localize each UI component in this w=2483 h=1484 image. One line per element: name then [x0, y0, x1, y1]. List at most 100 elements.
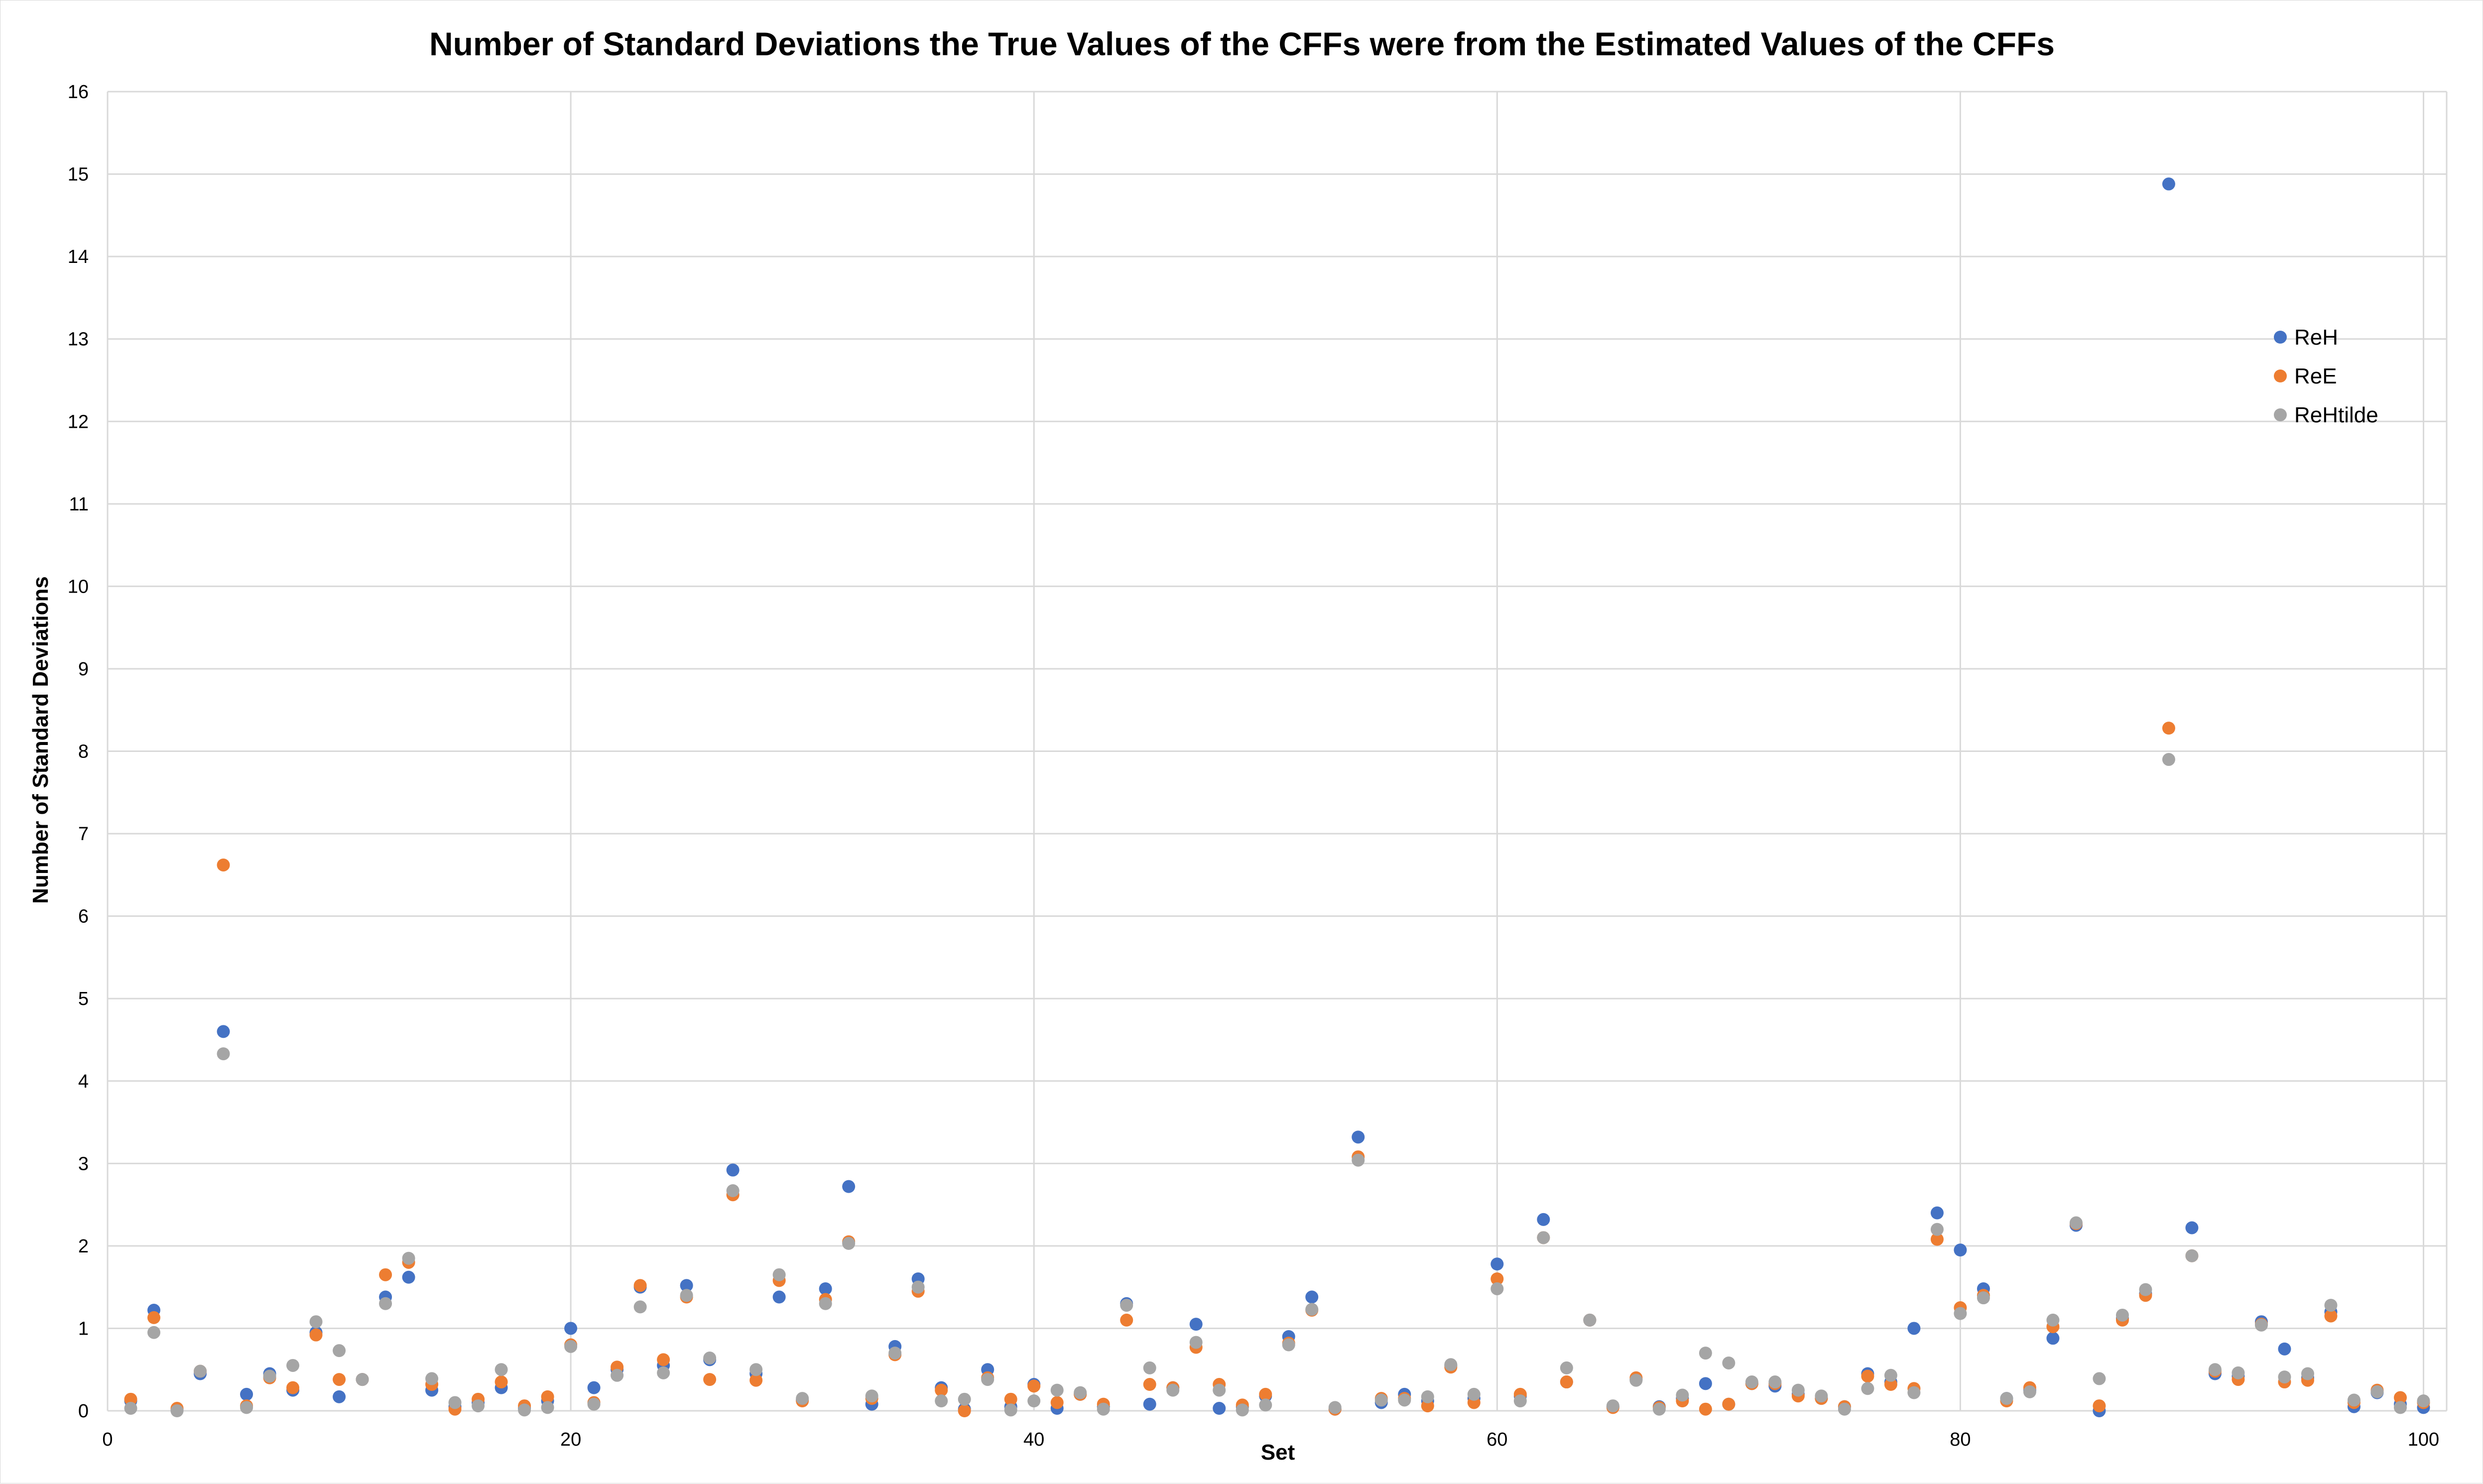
data-point-ree [2162, 722, 2175, 735]
y-tick-label: 2 [78, 1236, 89, 1257]
y-tick-label: 0 [78, 1401, 89, 1422]
data-point-rehtilde [1444, 1358, 1458, 1371]
data-point-reh [1213, 1402, 1226, 1415]
legend: ReH ReE ReHtilde [2274, 325, 2378, 427]
data-point-rehtilde [680, 1289, 693, 1302]
data-point-rehtilde [564, 1340, 578, 1353]
y-tick-label: 6 [78, 906, 89, 927]
data-point-ree [1143, 1378, 1156, 1391]
data-point-rehtilde [1328, 1401, 1342, 1414]
data-point-reh [2185, 1221, 2199, 1235]
data-point-ree [1050, 1396, 1064, 1409]
y-tick-label: 7 [78, 824, 89, 845]
data-point-rehtilde [1606, 1399, 1619, 1413]
data-point-ree [1259, 1387, 1272, 1401]
data-point-rehtilde [1421, 1390, 1434, 1403]
data-point-rehtilde [1259, 1398, 1272, 1412]
data-point-reh [1954, 1243, 1967, 1257]
data-point-rehtilde [1189, 1336, 1203, 1349]
data-point-ree [124, 1392, 137, 1406]
legend-marker-rehtilde [2274, 408, 2287, 421]
data-point-rehtilde [703, 1352, 717, 1365]
data-point-ree [1930, 1233, 1944, 1246]
data-point-rehtilde [2069, 1216, 2083, 1230]
x-tick-label: 80 [1950, 1429, 1971, 1450]
legend-label-ree: ReE [2294, 364, 2337, 388]
data-point-reh [1305, 1290, 1319, 1304]
data-point-rehtilde [1954, 1307, 1967, 1320]
y-tick-label: 5 [78, 989, 89, 1009]
data-point-reh [333, 1390, 346, 1403]
data-point-rehtilde [1166, 1383, 1180, 1397]
data-point-rehtilde [286, 1359, 300, 1372]
data-point-rehtilde [2162, 753, 2175, 766]
data-point-rehtilde [2139, 1283, 2152, 1296]
data-point-rehtilde [2232, 1366, 2245, 1379]
data-point-reh [819, 1282, 832, 1295]
data-point-ree [1004, 1392, 1017, 1406]
data-point-rehtilde [1374, 1393, 1388, 1407]
data-point-rehtilde [124, 1402, 137, 1415]
data-point-reh [587, 1381, 601, 1394]
data-point-rehtilde [263, 1369, 276, 1383]
data-point-rehtilde [2000, 1392, 2013, 1405]
data-point-rehtilde [2185, 1249, 2199, 1262]
data-point-ree [495, 1375, 508, 1389]
data-point-rehtilde [1490, 1282, 1504, 1295]
data-point-rehtilde [448, 1396, 462, 1409]
chart-title: Number of Standard Deviations the True V… [429, 25, 2055, 62]
data-point-rehtilde [935, 1394, 948, 1408]
y-tick-label: 16 [68, 82, 89, 103]
data-point-ree [1490, 1272, 1504, 1286]
data-point-rehtilde [2046, 1313, 2060, 1327]
data-point-rehtilde [2370, 1385, 2384, 1398]
data-point-reh [1189, 1318, 1203, 1331]
y-tick-label: 4 [78, 1071, 89, 1092]
data-point-rehtilde [1213, 1383, 1226, 1397]
data-point-ree [286, 1381, 300, 1394]
x-tick-label: 100 [2408, 1429, 2439, 1450]
data-point-rehtilde [1861, 1382, 1874, 1395]
data-point-rehtilde [1004, 1403, 1017, 1417]
y-tick-label: 14 [68, 247, 89, 267]
data-point-rehtilde [1930, 1223, 1944, 1236]
data-point-reh [1490, 1257, 1504, 1271]
data-point-ree [958, 1404, 971, 1417]
data-point-rehtilde [2278, 1370, 2291, 1384]
x-tick-label: 40 [1023, 1429, 1044, 1450]
y-tick-label: 3 [78, 1153, 89, 1174]
data-point-rehtilde [518, 1403, 531, 1417]
data-point-rehtilde [749, 1363, 763, 1376]
data-point-rehtilde [2208, 1363, 2222, 1376]
data-point-ree [309, 1328, 323, 1342]
data-point-reh [217, 1025, 230, 1038]
data-point-ree [1560, 1375, 1573, 1389]
data-point-rehtilde [1352, 1153, 1365, 1167]
grid-layer [107, 91, 2448, 1412]
data-point-rehtilde [1467, 1387, 1481, 1401]
y-tick-label: 9 [78, 659, 89, 680]
data-point-reh [1907, 1322, 1921, 1335]
data-point-rehtilde [1560, 1361, 1573, 1374]
data-point-ree [703, 1373, 717, 1386]
data-point-reh [1699, 1377, 1712, 1390]
data-points [124, 177, 2430, 1417]
data-point-rehtilde [981, 1373, 994, 1386]
data-point-reh [842, 1180, 856, 1193]
data-point-rehtilde [888, 1347, 902, 1360]
data-point-rehtilde [2347, 1393, 2360, 1407]
data-point-rehtilde [911, 1280, 925, 1294]
data-point-rehtilde [1676, 1388, 1689, 1402]
data-point-ree [147, 1311, 161, 1324]
data-point-rehtilde [865, 1389, 878, 1403]
data-point-ree [2093, 1399, 2106, 1413]
y-axis-label: Number of Standard Deviations [28, 576, 53, 904]
data-point-rehtilde [1745, 1375, 1758, 1389]
data-point-reh [772, 1290, 786, 1304]
data-point-rehtilde [842, 1237, 856, 1250]
x-tick-label: 60 [1487, 1429, 1507, 1450]
data-point-rehtilde [1977, 1291, 1990, 1305]
data-point-ree [541, 1390, 554, 1403]
